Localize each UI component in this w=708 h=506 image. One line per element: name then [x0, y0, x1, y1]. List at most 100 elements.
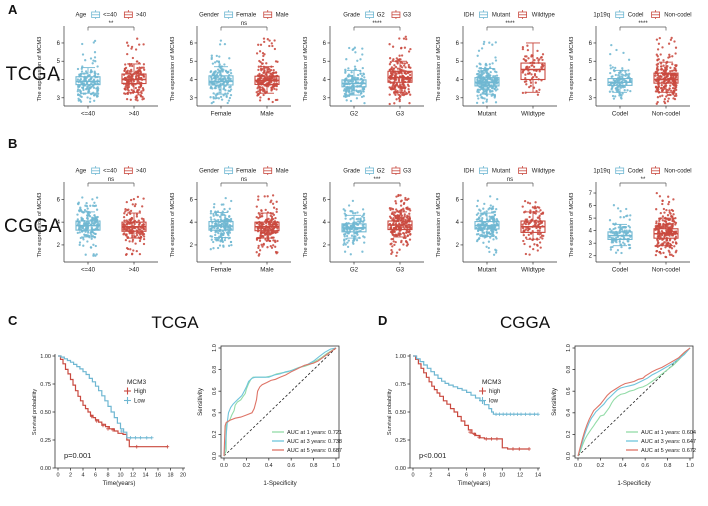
- y-tick-label: 5: [456, 59, 460, 65]
- y-tick-label: 0.4: [566, 409, 572, 417]
- y-tick-label: 6: [190, 197, 194, 203]
- y-tick-label: 5: [57, 59, 61, 65]
- y-tick-label: 2: [190, 243, 194, 249]
- y-tick-label: 3: [589, 241, 593, 247]
- km-legend-item-high: [479, 387, 486, 395]
- cgga-km-plot: Survival probability 0.00 0.25 0.50 0.75 1.00…: [387, 354, 541, 487]
- y-tick-label: 2: [589, 254, 593, 260]
- tcga-boxplot-1p19q: 1p19q Codel Non-codel The expression of MCM…: [569, 10, 692, 118]
- x-tick-label: 6: [465, 473, 468, 479]
- x-tick-label: 0.2: [597, 463, 605, 469]
- x-tick-label: 4: [447, 473, 450, 479]
- legend-label: Male: [276, 169, 290, 175]
- panel-b-label: B: [8, 136, 18, 151]
- y-axis-label: The expression of MCM3: [436, 193, 442, 258]
- legend-title: Gender: [199, 13, 219, 19]
- y-tick-label: 3: [190, 96, 194, 102]
- box-wildtype: [520, 42, 546, 93]
- legend-label: G2: [377, 13, 386, 19]
- x-tick-label: 0: [411, 473, 414, 479]
- x-tick-label: 0.4: [265, 463, 273, 469]
- box-<=40: [75, 67, 101, 94]
- reference-diagonal: [577, 347, 691, 457]
- km-legend-item-low: [479, 397, 486, 404]
- significance-label: ns: [507, 177, 513, 183]
- roc-legend-label: AUC at 3 years: 0.738: [287, 439, 342, 445]
- y-tick-label: 0.2: [212, 431, 218, 439]
- y-tick-label: 0.50: [40, 410, 51, 416]
- x-tick-label: 8: [106, 473, 109, 479]
- roc-curve-2: [577, 347, 691, 457]
- x-tick-label: G2: [350, 267, 359, 274]
- y-tick-label: 5: [323, 59, 327, 65]
- km-curve-high: [58, 355, 170, 449]
- cgga-roc-plot: Sensitivity 0.00.0 0.2 0.2 0.4 0.4 0.6 0.6 0.8 0.…: [551, 344, 696, 487]
- significance-bracket: [353, 182, 401, 187]
- y-axis-label: Survival probability: [387, 389, 393, 435]
- km-legend-label: High: [134, 389, 146, 395]
- x-tick-label: 1.0: [332, 463, 340, 469]
- x-tick-label: 10: [499, 473, 505, 479]
- x-tick-label: 20: [180, 473, 186, 479]
- jitter-points-<=40: [76, 39, 100, 103]
- y-tick-label: 0.6: [212, 387, 218, 395]
- box-mutant: [474, 68, 500, 95]
- legend-label: Non-codel: [664, 13, 691, 19]
- box->40: [121, 63, 147, 93]
- x-axis-label: 1-Specificity: [617, 480, 651, 487]
- box-female: [208, 66, 234, 95]
- x-tick-label: 0.6: [641, 463, 649, 469]
- roc-legend-label: AUC at 3 years: 0.647: [641, 439, 696, 445]
- jitter-points-<=40: [76, 196, 100, 257]
- panel-c-title: TCGA: [151, 313, 199, 332]
- panel-d-title: CGGA: [499, 313, 551, 332]
- x-tick-label: Non-codel: [652, 267, 680, 274]
- y-tick-label: 1.0: [212, 344, 218, 352]
- legend-key-wildtype: [518, 10, 527, 19]
- box-female: [208, 212, 234, 238]
- y-tick-label: 2: [323, 243, 327, 249]
- tcga-boxplot-gender: Gender Female Male The expression of MCM3 3 4…: [170, 10, 291, 118]
- legend-title: 1p19q: [593, 169, 610, 175]
- x-tick-label: <=40: [81, 111, 96, 118]
- significance-bracket: [353, 26, 401, 31]
- x-tick-label: <=40: [81, 267, 96, 274]
- y-tick-label: 4: [190, 78, 194, 84]
- significance-bracket: [619, 26, 667, 31]
- legend-key-codel: [615, 10, 625, 19]
- x-tick-label: >40: [129, 267, 140, 274]
- significance-bracket: [619, 182, 667, 187]
- box-g3: [387, 60, 413, 93]
- box-codel: [607, 223, 633, 247]
- roc-legend-label: AUC at 5 years: 0.672: [641, 448, 696, 454]
- box-g2: [341, 214, 367, 239]
- km-curve-low: [413, 355, 540, 417]
- legend-key-male: [263, 166, 273, 175]
- y-tick-label: 6: [323, 41, 327, 47]
- km-legend-item-high: [124, 387, 131, 395]
- y-tick-label: 6: [589, 41, 593, 47]
- km-legend-label: high: [489, 389, 500, 395]
- legend-key-g3: [391, 166, 401, 175]
- x-tick-label: Wildtype: [521, 111, 545, 118]
- y-tick-label: 6: [323, 197, 327, 203]
- cgga-boxplot-age: Age <=40 >40 The expression of MCM3 2 4 6 <=40 >…: [37, 166, 158, 274]
- y-tick-label: 0.50: [395, 410, 406, 416]
- x-tick-label: Female: [211, 111, 232, 118]
- y-tick-label: 4: [57, 78, 61, 84]
- significance-bracket: [220, 26, 268, 31]
- x-tick-label: 14: [142, 473, 148, 479]
- y-tick-label: 0.6: [566, 387, 572, 395]
- x-tick-label: 0.8: [664, 463, 672, 469]
- legend-key-g2: [365, 166, 374, 175]
- y-tick-label: 2: [57, 243, 61, 249]
- legend-key-mutant: [479, 10, 488, 19]
- legend-title: IDH: [464, 169, 474, 175]
- tcga-boxplot-idh: IDH Mutant Wildtype The expression of MCM3 3…: [436, 10, 557, 118]
- km-legend-item-low: [124, 397, 131, 404]
- y-tick-label: 4: [323, 78, 327, 84]
- roc-curve-3: [577, 347, 691, 457]
- legend-key-male: [263, 10, 273, 19]
- legend-label: G2: [377, 169, 386, 175]
- y-tick-label: 6: [57, 41, 61, 47]
